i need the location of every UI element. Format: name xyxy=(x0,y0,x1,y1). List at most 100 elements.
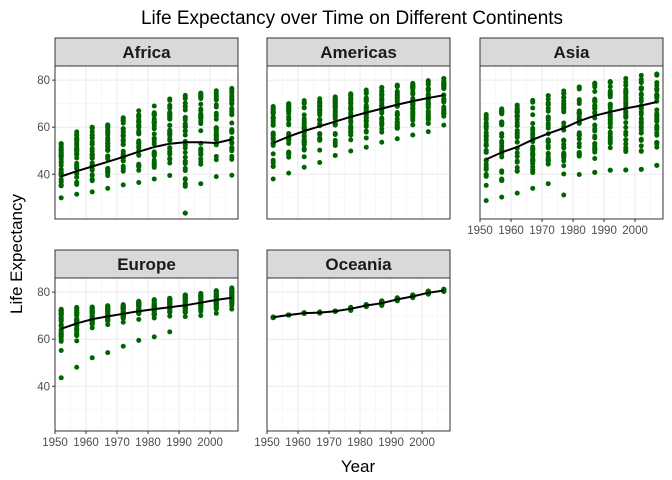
facet-strip-label: Asia xyxy=(554,43,590,62)
data-point xyxy=(363,123,369,129)
data-point xyxy=(167,122,173,128)
data-point xyxy=(592,149,598,155)
trend-line xyxy=(60,296,232,330)
data-point xyxy=(483,198,489,204)
data-point xyxy=(120,182,126,188)
data-point xyxy=(229,139,235,145)
data-point xyxy=(332,152,338,158)
data-point xyxy=(638,119,644,125)
data-point xyxy=(410,95,416,101)
data-point xyxy=(198,156,204,162)
data-point xyxy=(623,88,629,94)
data-point xyxy=(483,164,489,170)
data-point xyxy=(301,98,307,104)
data-point xyxy=(623,120,629,126)
data-point xyxy=(182,292,188,298)
data-point xyxy=(74,310,80,316)
data-point xyxy=(441,75,447,81)
data-point xyxy=(286,108,292,114)
data-point xyxy=(58,182,64,188)
data-point xyxy=(499,194,505,200)
data-point xyxy=(120,126,126,132)
data-point xyxy=(136,152,142,158)
data-point xyxy=(654,162,660,168)
x-tick-label: 1990 xyxy=(378,437,404,449)
data-point xyxy=(198,306,204,312)
data-point xyxy=(58,306,64,312)
x-tick-label: 1950 xyxy=(42,437,68,449)
data-point xyxy=(301,146,307,152)
data-point xyxy=(545,181,551,187)
data-point xyxy=(182,177,188,183)
data-point xyxy=(105,153,111,159)
data-point xyxy=(441,122,447,128)
data-point xyxy=(317,147,323,153)
data-point xyxy=(301,137,307,143)
data-point xyxy=(120,157,126,163)
data-point xyxy=(301,112,307,118)
data-point xyxy=(136,167,142,173)
data-point xyxy=(136,145,142,151)
data-point xyxy=(89,325,95,331)
facet-strip-label: Americas xyxy=(320,43,397,62)
data-point xyxy=(514,158,520,164)
data-point xyxy=(167,102,173,108)
panel-border xyxy=(266,65,451,220)
data-point xyxy=(607,129,613,135)
y-tick-label: 60 xyxy=(37,122,50,134)
facet-strip xyxy=(479,37,664,67)
x-tick-label: 1970 xyxy=(104,437,130,449)
data-point xyxy=(182,132,188,138)
data-point xyxy=(514,120,520,126)
data-point xyxy=(167,110,173,116)
data-point xyxy=(441,111,447,117)
data-point xyxy=(545,157,551,163)
data-point xyxy=(182,183,188,189)
data-point xyxy=(623,75,629,81)
data-point xyxy=(105,122,111,128)
data-point xyxy=(576,172,582,178)
data-point xyxy=(120,115,126,121)
facet-strip-label: Europe xyxy=(117,255,176,274)
data-point xyxy=(58,312,64,318)
data-point xyxy=(483,123,489,129)
x-tick-label: 1970 xyxy=(529,225,555,237)
data-point xyxy=(213,88,219,94)
data-point xyxy=(105,168,111,174)
data-point xyxy=(136,161,142,167)
data-point xyxy=(379,139,385,145)
data-point xyxy=(198,313,204,319)
data-point xyxy=(74,327,80,333)
data-point xyxy=(198,101,204,107)
data-point xyxy=(317,131,323,137)
data-point xyxy=(483,120,489,126)
data-point xyxy=(198,294,204,300)
trend-line xyxy=(485,101,658,161)
data-point xyxy=(58,195,64,201)
data-point xyxy=(638,148,644,154)
data-point xyxy=(105,303,111,309)
x-tick-label: 1960 xyxy=(498,225,524,237)
data-point xyxy=(379,88,385,94)
data-point xyxy=(213,128,219,134)
data-point xyxy=(58,336,64,342)
data-point xyxy=(89,148,95,154)
data-point xyxy=(151,297,157,303)
data-point xyxy=(120,137,126,143)
data-point xyxy=(58,141,64,147)
data-point xyxy=(561,144,567,150)
data-point xyxy=(198,108,204,114)
data-point xyxy=(545,125,551,131)
data-point xyxy=(317,96,323,102)
data-point xyxy=(198,148,204,154)
data-point xyxy=(89,135,95,141)
data-point xyxy=(120,302,126,308)
data-point xyxy=(654,118,660,124)
data-point xyxy=(561,192,567,198)
data-point xyxy=(638,166,644,172)
data-point xyxy=(638,76,644,82)
data-point xyxy=(654,86,660,92)
data-point xyxy=(654,71,660,77)
data-point xyxy=(332,109,338,115)
